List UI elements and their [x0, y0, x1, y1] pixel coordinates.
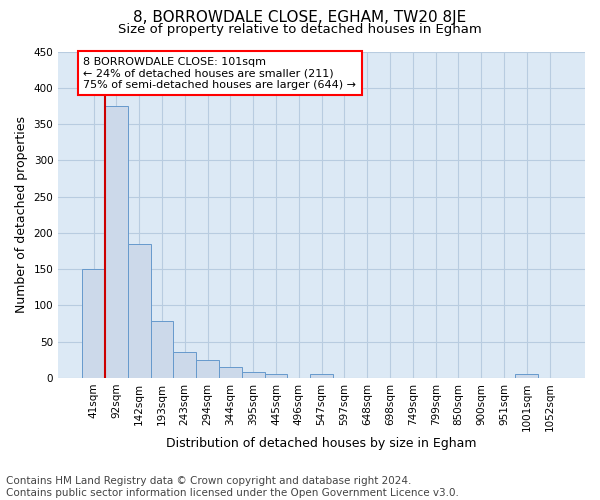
Text: Size of property relative to detached houses in Egham: Size of property relative to detached ho… — [118, 22, 482, 36]
Bar — [105, 106, 128, 378]
Bar — [128, 244, 151, 378]
Bar — [219, 367, 242, 378]
Bar — [242, 372, 265, 378]
Bar — [173, 352, 196, 378]
Bar — [82, 269, 105, 378]
Bar — [151, 322, 173, 378]
Text: 8, BORROWDALE CLOSE, EGHAM, TW20 8JE: 8, BORROWDALE CLOSE, EGHAM, TW20 8JE — [133, 10, 467, 25]
Bar — [515, 374, 538, 378]
X-axis label: Distribution of detached houses by size in Egham: Distribution of detached houses by size … — [166, 437, 477, 450]
Bar — [196, 360, 219, 378]
Y-axis label: Number of detached properties: Number of detached properties — [15, 116, 28, 313]
Bar — [310, 374, 333, 378]
Text: Contains HM Land Registry data © Crown copyright and database right 2024.
Contai: Contains HM Land Registry data © Crown c… — [6, 476, 459, 498]
Bar — [265, 374, 287, 378]
Text: 8 BORROWDALE CLOSE: 101sqm
← 24% of detached houses are smaller (211)
75% of sem: 8 BORROWDALE CLOSE: 101sqm ← 24% of deta… — [83, 56, 356, 90]
